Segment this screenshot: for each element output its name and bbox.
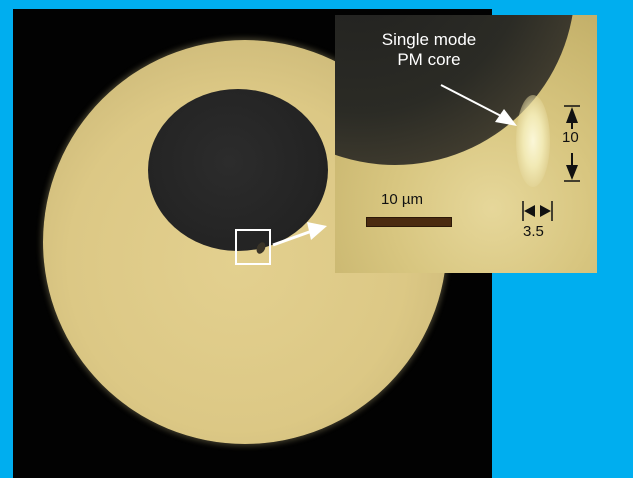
core-label-line1: Single mode [381, 30, 477, 49]
width-dimension-value: 3.5 [523, 223, 544, 240]
magnified-inset: Single mode PM core 10 3.5 10 µm [335, 15, 597, 273]
scale-bar-label: 10 µm [381, 191, 423, 208]
core-pointer-head [495, 109, 517, 126]
inset-annotations [440, 84, 580, 221]
zoom-region-box [235, 229, 271, 265]
inset-core-glow [516, 95, 550, 187]
length-dimension-value: 10 [562, 129, 579, 146]
scale-bar [366, 217, 452, 227]
air-hole [148, 89, 328, 251]
core-label-line2: PM core [397, 50, 461, 69]
core-pointer-line [440, 84, 504, 118]
width-arrow-left [524, 205, 535, 217]
length-arrow-up [566, 107, 578, 123]
width-arrow-right [540, 205, 551, 217]
callout-arrow-head [307, 222, 327, 240]
length-arrow-down [566, 165, 578, 180]
callout-arrow-line [272, 229, 313, 247]
core-label: Single mode PM core [359, 30, 499, 70]
